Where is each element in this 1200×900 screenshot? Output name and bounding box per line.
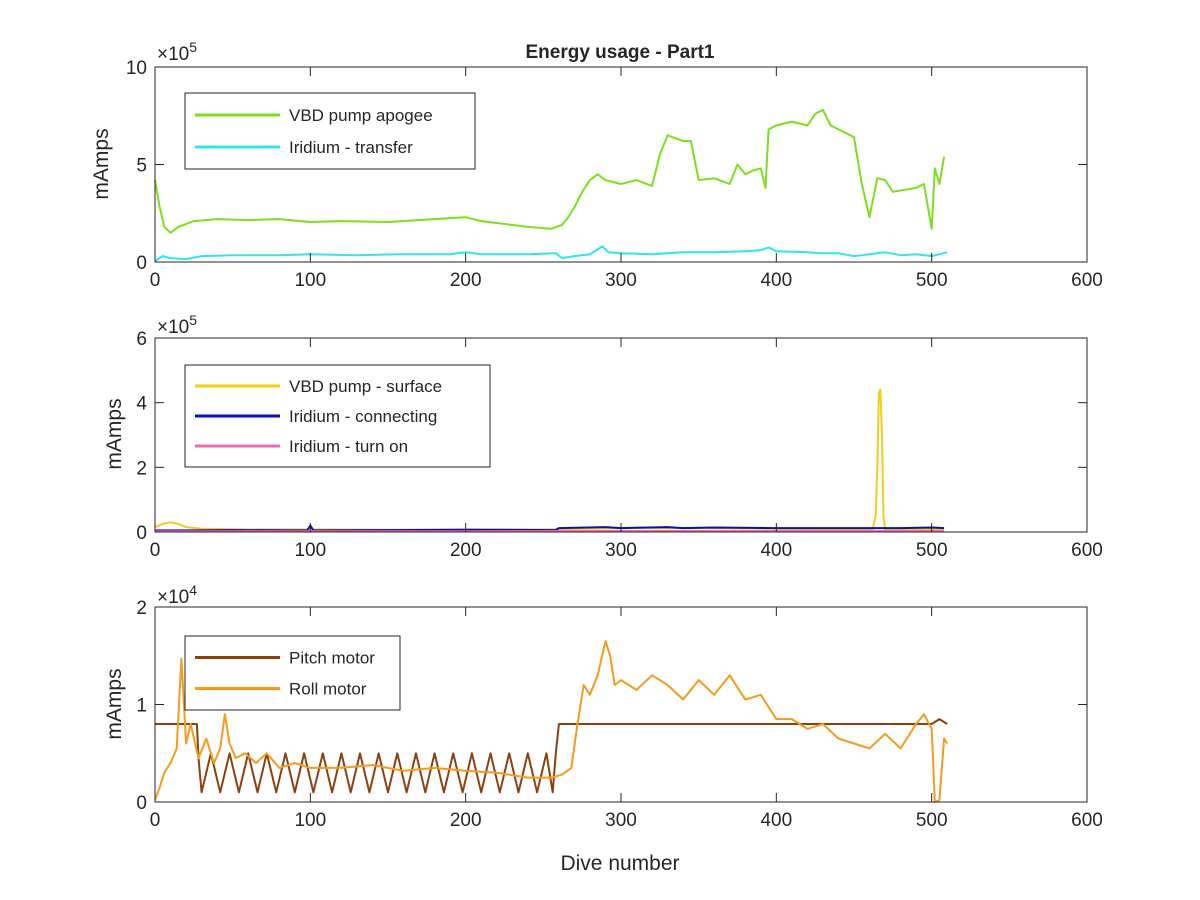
- x-axis-label: Dive number: [560, 852, 679, 875]
- x-tick-label: 400: [760, 540, 792, 561]
- x-tick-label: 400: [760, 270, 792, 291]
- y-tick-label: 5: [136, 156, 147, 177]
- y-tick-label: 10: [126, 58, 147, 79]
- panel-2-surface: ×105 mAmps: [103, 312, 197, 470]
- y-exponent-label: ×105: [157, 39, 197, 65]
- legend-label: Iridium - turn on: [289, 437, 408, 456]
- x-tick-label: 500: [916, 810, 948, 831]
- chart-title: Energy usage - Part1: [525, 42, 714, 63]
- y-tick-label: 4: [136, 394, 147, 415]
- legend-label: Iridium - transfer: [289, 138, 413, 157]
- series-line: [154, 640, 949, 803]
- x-tick-label: 200: [450, 540, 482, 561]
- x-tick-label: 100: [294, 270, 326, 291]
- x-tick-label: 200: [450, 810, 482, 831]
- legend: VBD pump apogee Iridium - transfer: [184, 92, 476, 170]
- x-tick-label: 300: [605, 270, 637, 291]
- legend-label: Pitch motor: [289, 649, 375, 668]
- y-tick-label: 1: [136, 696, 147, 717]
- x-tick-label: 600: [1071, 270, 1103, 291]
- y-axis-label: mAmps: [103, 398, 126, 469]
- y-tick-label: 0: [136, 253, 147, 274]
- plot-area-1: 0 100 200 300 400 500 600 0 5 10 VBD pump apogee Ir…: [126, 58, 1103, 291]
- x-tick-label: 0: [150, 810, 161, 831]
- y-tick-label: 6: [136, 329, 147, 350]
- panel-3-motors: ×104 mAmps Dive number: [103, 582, 680, 875]
- y-exponent-label: ×104: [157, 582, 197, 608]
- x-tick-label: 500: [916, 540, 948, 561]
- legend: Pitch motor Roll motor: [184, 635, 401, 711]
- y-exponent-label: ×105: [157, 312, 197, 338]
- x-tick-label: 300: [605, 540, 637, 561]
- y-axis-label: mAmps: [90, 128, 113, 199]
- x-tick-label: 100: [294, 540, 326, 561]
- series-line: [154, 108, 946, 234]
- plot-area-3: 0 100 200 300 400 500 600 0 1 2 Pitch motor Roll mo…: [136, 598, 1102, 831]
- y-tick-label: 2: [136, 458, 147, 479]
- y-tick-label: 0: [136, 523, 147, 544]
- panel-1-apogee: ×105 mAmps: [90, 39, 197, 200]
- series-line: [155, 718, 948, 794]
- legend-box: [184, 92, 476, 170]
- x-tick-label: 600: [1071, 540, 1103, 561]
- legend-label: VBD pump apogee: [289, 106, 433, 125]
- x-tick-label: 0: [150, 270, 161, 291]
- legend-label: Roll motor: [289, 680, 367, 699]
- legend-box: [184, 635, 401, 711]
- x-tick-label: 600: [1071, 810, 1103, 831]
- x-tick-label: 200: [450, 270, 482, 291]
- x-tick-label: 400: [760, 810, 792, 831]
- x-tick-label: 0: [150, 540, 161, 561]
- y-tick-label: 0: [136, 793, 147, 814]
- y-axis-label: mAmps: [103, 668, 126, 739]
- series-line: [154, 245, 948, 262]
- x-tick-label: 500: [916, 270, 948, 291]
- plot-area-2: 0 100 200 300 400 500 600 0 2 4 6 VBD pump - surfac…: [136, 329, 1102, 561]
- legend: VBD pump - surface Iridium - connecting Ir…: [184, 364, 491, 468]
- x-tick-label: 300: [605, 810, 637, 831]
- x-tick-label: 100: [294, 810, 326, 831]
- y-tick-label: 2: [136, 598, 147, 619]
- legend-label: VBD pump - surface: [289, 377, 442, 396]
- series-line: [155, 524, 945, 532]
- legend-label: Iridium - connecting: [289, 407, 437, 426]
